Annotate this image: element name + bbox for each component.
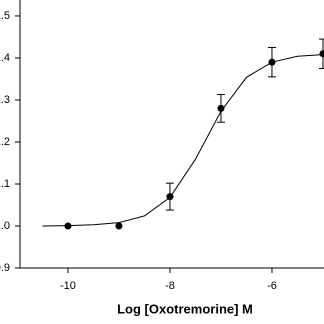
point <box>217 104 225 112</box>
y-tick-label: 1.0 <box>0 220 10 232</box>
x-axis-title: Log [Oxotremorine] M <box>117 301 253 316</box>
y-tick-label: 1.5 <box>0 10 10 22</box>
y-tick-label: 1.2 <box>0 136 10 148</box>
y-tick-label: 1.3 <box>0 94 10 106</box>
y-tick-label: 1.4 <box>0 52 10 64</box>
x-tick-label: -10 <box>60 280 76 292</box>
point <box>319 50 324 58</box>
point <box>166 193 174 201</box>
fit-curve <box>42 54 324 227</box>
x-tick-label: -8 <box>165 280 175 292</box>
y-tick-label: 0.9 <box>0 262 10 274</box>
x-tick-label: -6 <box>267 280 277 292</box>
y-tick-label: 1.1 <box>0 178 10 190</box>
point <box>268 58 276 66</box>
point <box>64 222 72 230</box>
point <box>115 222 123 230</box>
